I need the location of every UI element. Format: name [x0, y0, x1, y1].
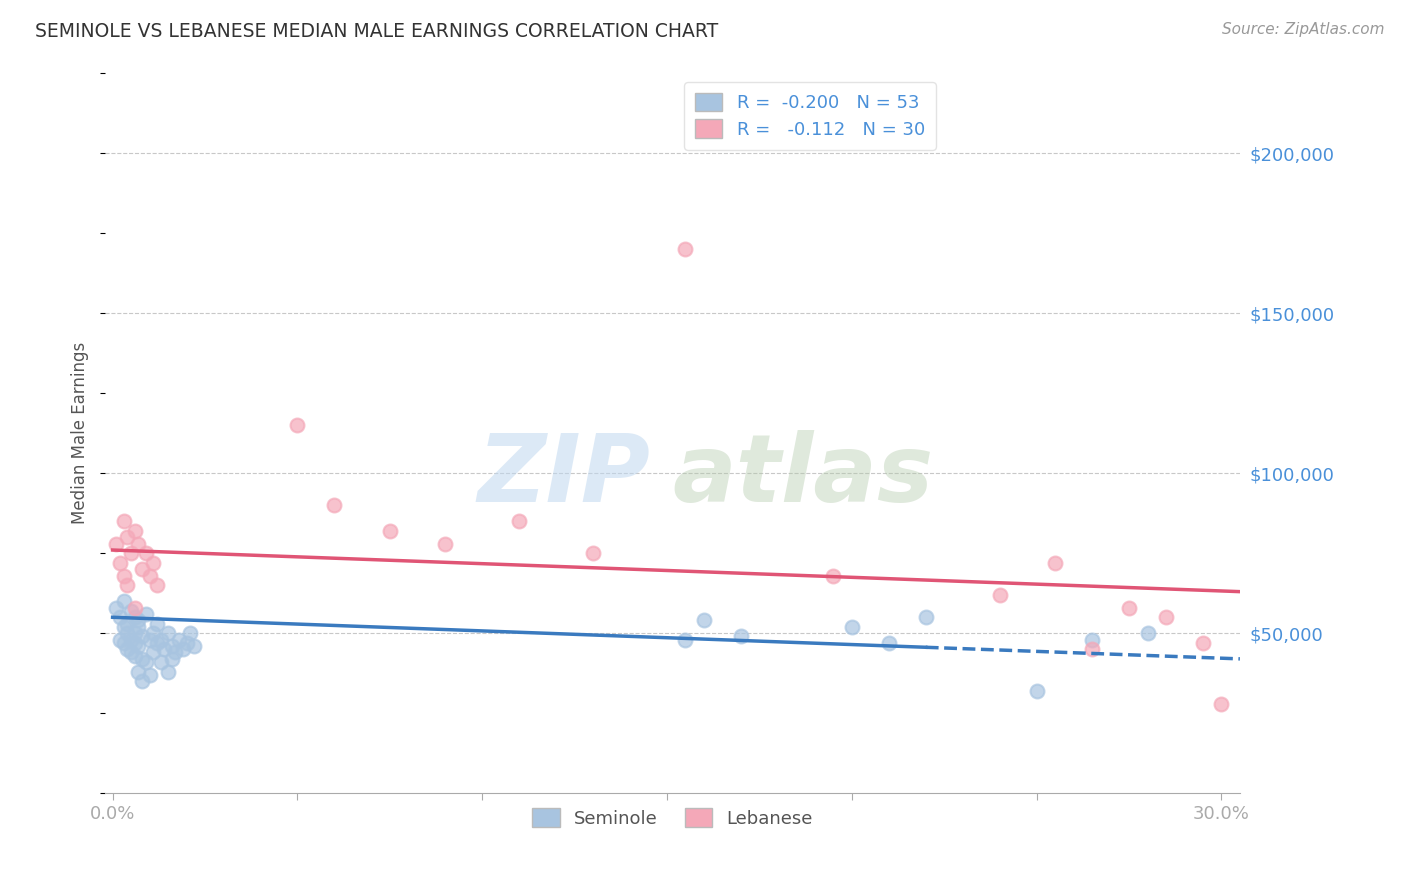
- Point: [730, 630, 752, 644]
- Point: [1154, 610, 1177, 624]
- Point: [112, 594, 135, 608]
- Point: [323, 498, 346, 512]
- Point: [146, 636, 169, 650]
- Point: [1136, 626, 1159, 640]
- Point: [112, 636, 135, 650]
- Point: [149, 632, 172, 647]
- Text: atlas: atlas: [672, 430, 934, 523]
- Point: [120, 546, 142, 560]
- Point: [127, 639, 149, 653]
- Point: [142, 645, 165, 659]
- Point: [841, 620, 863, 634]
- Point: [508, 514, 530, 528]
- Point: [117, 530, 139, 544]
- Point: [112, 568, 135, 582]
- Point: [131, 674, 153, 689]
- Point: [1192, 636, 1215, 650]
- Point: [675, 632, 697, 647]
- Point: [1025, 684, 1047, 698]
- Point: [138, 632, 160, 647]
- Point: [1081, 632, 1104, 647]
- Point: [117, 626, 139, 640]
- Point: [135, 607, 157, 621]
- Point: [165, 645, 187, 659]
- Point: [120, 632, 142, 647]
- Point: [146, 616, 169, 631]
- Point: [138, 668, 160, 682]
- Point: [135, 655, 157, 669]
- Point: [124, 600, 146, 615]
- Point: [108, 610, 131, 624]
- Point: [153, 642, 176, 657]
- Point: [582, 546, 605, 560]
- Point: [112, 514, 135, 528]
- Point: [138, 568, 160, 582]
- Point: [127, 620, 149, 634]
- Point: [1211, 697, 1233, 711]
- Point: [131, 630, 153, 644]
- Point: [120, 645, 142, 659]
- Point: [124, 610, 146, 624]
- Point: [127, 614, 149, 628]
- Point: [378, 524, 401, 538]
- Text: ZIP: ZIP: [477, 430, 650, 523]
- Point: [160, 639, 183, 653]
- Point: [183, 639, 205, 653]
- Point: [823, 568, 845, 582]
- Point: [167, 632, 190, 647]
- Point: [124, 524, 146, 538]
- Point: [914, 610, 936, 624]
- Point: [160, 652, 183, 666]
- Point: [877, 636, 900, 650]
- Point: [287, 418, 309, 433]
- Point: [1043, 556, 1066, 570]
- Text: SEMINOLE VS LEBANESE MEDIAN MALE EARNINGS CORRELATION CHART: SEMINOLE VS LEBANESE MEDIAN MALE EARNING…: [35, 22, 718, 41]
- Point: [131, 562, 153, 576]
- Point: [142, 556, 165, 570]
- Point: [157, 626, 180, 640]
- Point: [117, 578, 139, 592]
- Point: [112, 620, 135, 634]
- Point: [675, 242, 697, 256]
- Point: [988, 588, 1011, 602]
- Point: [131, 652, 153, 666]
- Point: [105, 600, 128, 615]
- Point: [127, 536, 149, 550]
- Point: [149, 655, 172, 669]
- Legend: Seminole, Lebanese: Seminole, Lebanese: [526, 801, 820, 835]
- Point: [142, 626, 165, 640]
- Point: [179, 626, 201, 640]
- Point: [124, 636, 146, 650]
- Point: [105, 536, 128, 550]
- Y-axis label: Median Male Earnings: Median Male Earnings: [72, 342, 89, 524]
- Text: Source: ZipAtlas.com: Source: ZipAtlas.com: [1222, 22, 1385, 37]
- Point: [108, 556, 131, 570]
- Point: [120, 604, 142, 618]
- Point: [693, 614, 716, 628]
- Point: [127, 665, 149, 679]
- Point: [1081, 642, 1104, 657]
- Point: [108, 632, 131, 647]
- Point: [157, 665, 180, 679]
- Point: [124, 648, 146, 663]
- Point: [1118, 600, 1140, 615]
- Point: [146, 578, 169, 592]
- Point: [434, 536, 457, 550]
- Point: [135, 546, 157, 560]
- Point: [176, 636, 198, 650]
- Point: [117, 642, 139, 657]
- Point: [124, 626, 146, 640]
- Point: [117, 616, 139, 631]
- Point: [172, 642, 194, 657]
